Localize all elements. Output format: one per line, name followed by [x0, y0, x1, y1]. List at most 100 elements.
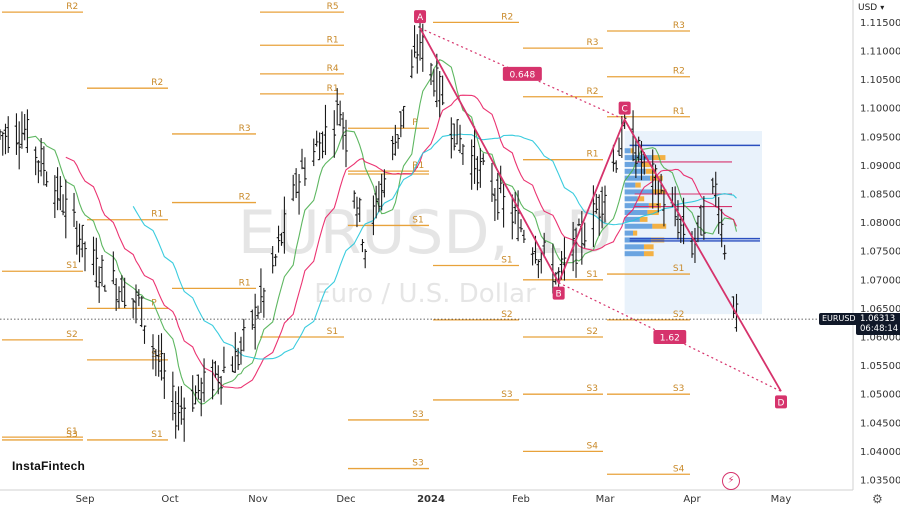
- pivot-label: S1: [501, 256, 512, 266]
- candle: [282, 196, 287, 254]
- profile-bar: [645, 168, 657, 174]
- candle: [461, 143, 465, 165]
- pivot-label: R3: [673, 21, 685, 31]
- harmonic-pattern: 0.648 1.62 A B C D: [414, 10, 787, 409]
- pivot-label: P: [151, 298, 157, 308]
- candle: [501, 183, 506, 228]
- pivot-label: S1: [412, 215, 423, 225]
- candle: [55, 167, 60, 211]
- candle: [377, 181, 381, 213]
- candle: [297, 173, 301, 215]
- candle: [390, 135, 395, 161]
- profile-bar: [624, 161, 642, 167]
- profile-bar: [652, 223, 667, 229]
- candle: [190, 375, 195, 412]
- candle: [36, 160, 41, 184]
- candle: [44, 171, 49, 187]
- y-tick-label: 1.09500: [860, 132, 900, 143]
- candle: [256, 305, 260, 320]
- candle: [0, 129, 2, 140]
- profile-bar: [624, 168, 646, 174]
- candle: [291, 174, 295, 202]
- candle: [662, 190, 666, 227]
- pivot-label: S1: [673, 264, 684, 274]
- candle: [719, 208, 724, 248]
- candle: [276, 225, 281, 253]
- candle: [74, 220, 79, 255]
- candle: [58, 176, 63, 211]
- candle: [338, 100, 342, 127]
- ticker-tag: EURUSD: [819, 313, 859, 325]
- candle: [393, 124, 398, 156]
- candle: [120, 275, 124, 302]
- candle: [3, 123, 8, 155]
- profile-bar: [641, 161, 651, 167]
- candle: [452, 123, 457, 151]
- candle: [262, 287, 266, 318]
- candle: [250, 309, 255, 330]
- candle: [696, 215, 700, 243]
- candle: [582, 222, 587, 248]
- profile-bar: [651, 155, 666, 161]
- ratio-label: 1.62: [660, 334, 680, 344]
- y-tick-label: 1.03500: [860, 476, 900, 487]
- candle: [399, 111, 403, 138]
- pivot-label: R4: [327, 64, 339, 74]
- settings-icon[interactable]: ⚙: [872, 492, 883, 506]
- candle: [440, 75, 445, 106]
- moving-average-line: [65, 94, 738, 389]
- ratio-badge: [653, 330, 687, 344]
- pivot-label: S4: [673, 464, 685, 474]
- candle: [475, 156, 480, 191]
- candle: [314, 130, 319, 147]
- candle: [216, 365, 221, 395]
- bolt-icon[interactable]: ⚡: [722, 472, 740, 490]
- y-tick-label: 1.04500: [860, 418, 900, 429]
- candle: [77, 223, 82, 263]
- candle: [556, 267, 561, 291]
- chevron-down-icon: ▾: [880, 3, 885, 12]
- candle: [270, 246, 275, 274]
- volume-profile: [624, 131, 762, 315]
- profile-bar: [648, 203, 661, 209]
- y-tick-label: 1.04000: [860, 447, 900, 458]
- y-tick-label: 1.10000: [860, 104, 900, 115]
- candle: [0, 131, 5, 156]
- candle: [435, 53, 439, 108]
- candle: [159, 333, 164, 381]
- candle: [469, 139, 474, 190]
- pattern-bd-dotted: [558, 282, 782, 392]
- currency-selector[interactable]: USD ▾: [858, 3, 884, 13]
- candle: [64, 179, 68, 239]
- candle: [222, 346, 226, 374]
- pivot-label: S2: [673, 310, 684, 320]
- currency-label: USD: [858, 3, 878, 13]
- watermark-name: Euro / U.S. Dollar: [314, 279, 536, 309]
- y-tick-label: 1.05500: [860, 361, 900, 372]
- candle: [100, 254, 104, 287]
- profile-bar: [624, 148, 631, 154]
- candle: [300, 148, 304, 170]
- candle: [25, 109, 30, 153]
- ratio-badge: [502, 66, 542, 81]
- candle: [429, 62, 433, 86]
- candle: [91, 236, 96, 276]
- pivot-label: R2: [239, 193, 251, 203]
- pattern-point-badge: [414, 10, 427, 24]
- profile-bar: [624, 244, 644, 250]
- pivot-label: S3: [412, 410, 423, 420]
- profile-bar: [624, 189, 653, 195]
- candle: [716, 197, 721, 234]
- pivot-label: P: [412, 118, 418, 128]
- candle: [273, 254, 278, 267]
- candle: [242, 318, 246, 352]
- candle: [656, 180, 661, 213]
- x-tick-label: Sep: [76, 494, 95, 505]
- candle: [294, 168, 298, 199]
- pivot-label: R2: [587, 87, 599, 97]
- candle: [210, 359, 215, 400]
- pivot-label: R3: [239, 124, 251, 134]
- x-tick-label: Oct: [161, 494, 178, 505]
